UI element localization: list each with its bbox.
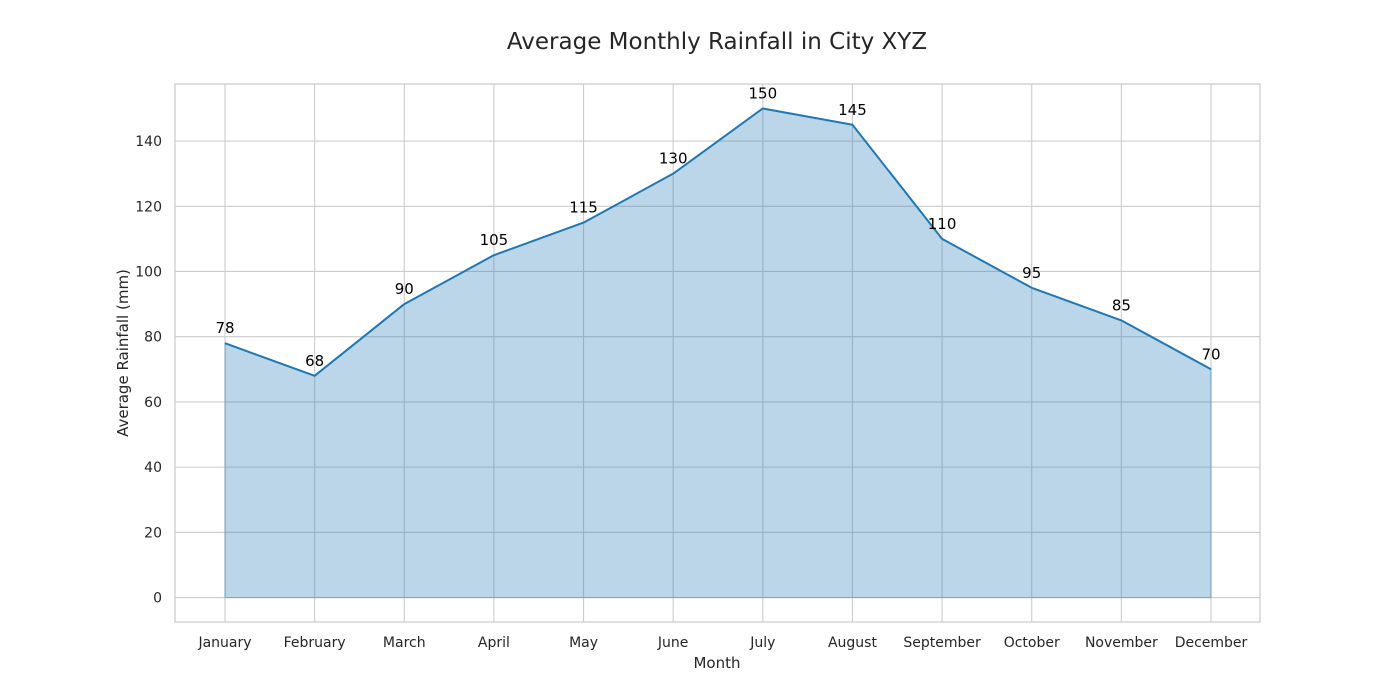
data-labels: 78 68 90 105 115 130 150 145 110 95 85 70 <box>215 84 1220 369</box>
y-tick-label: 140 <box>135 134 162 150</box>
y-tick-label: 80 <box>144 330 162 346</box>
y-tick-label: 100 <box>135 264 162 280</box>
x-tick-label: February <box>284 635 346 651</box>
x-tick-label: December <box>1175 635 1248 651</box>
series-line <box>224 107 1212 377</box>
data-label: 90 <box>395 280 414 298</box>
x-tick-label: January <box>197 635 251 651</box>
y-tick-labels: 0 20 40 60 80 100 120 140 <box>135 134 162 606</box>
data-label: 105 <box>480 231 509 249</box>
y-axis-label: Average Rainfall (mm) <box>114 269 132 437</box>
data-label: 95 <box>1022 264 1041 282</box>
x-tick-label: November <box>1085 635 1158 651</box>
y-tick-label: 20 <box>144 525 162 541</box>
data-label: 78 <box>215 319 234 337</box>
area-fill <box>225 108 1211 598</box>
y-tick-label: 60 <box>144 395 162 411</box>
x-tick-label: October <box>1004 635 1060 651</box>
chart-title: Average Monthly Rainfall in City XYZ <box>507 29 927 55</box>
y-tick-label: 120 <box>135 199 162 215</box>
data-label: 85 <box>1112 296 1131 314</box>
x-tick-labels: January February March April May June July Augu… <box>197 635 1247 651</box>
x-tick-label: March <box>383 635 426 651</box>
data-label: 145 <box>838 101 867 119</box>
data-label: 110 <box>928 215 957 233</box>
x-tick-label: August <box>828 635 878 651</box>
data-label: 130 <box>659 150 688 168</box>
x-tick-label: June <box>657 635 689 651</box>
x-tick-label: July <box>749 635 775 651</box>
x-tick-label: September <box>903 635 981 651</box>
grid-lines <box>175 84 1260 622</box>
data-label: 68 <box>305 352 324 370</box>
x-tick-label: May <box>569 635 598 651</box>
data-label: 150 <box>748 84 777 102</box>
y-tick-label: 40 <box>144 460 162 476</box>
x-axis-label: Month <box>693 654 740 672</box>
data-label: 70 <box>1201 345 1220 363</box>
series-area <box>224 107 1212 599</box>
y-tick-label: 0 <box>153 591 162 607</box>
plot-frame <box>174 83 1261 623</box>
x-tick-label: April <box>478 635 510 651</box>
data-label: 115 <box>569 199 598 217</box>
